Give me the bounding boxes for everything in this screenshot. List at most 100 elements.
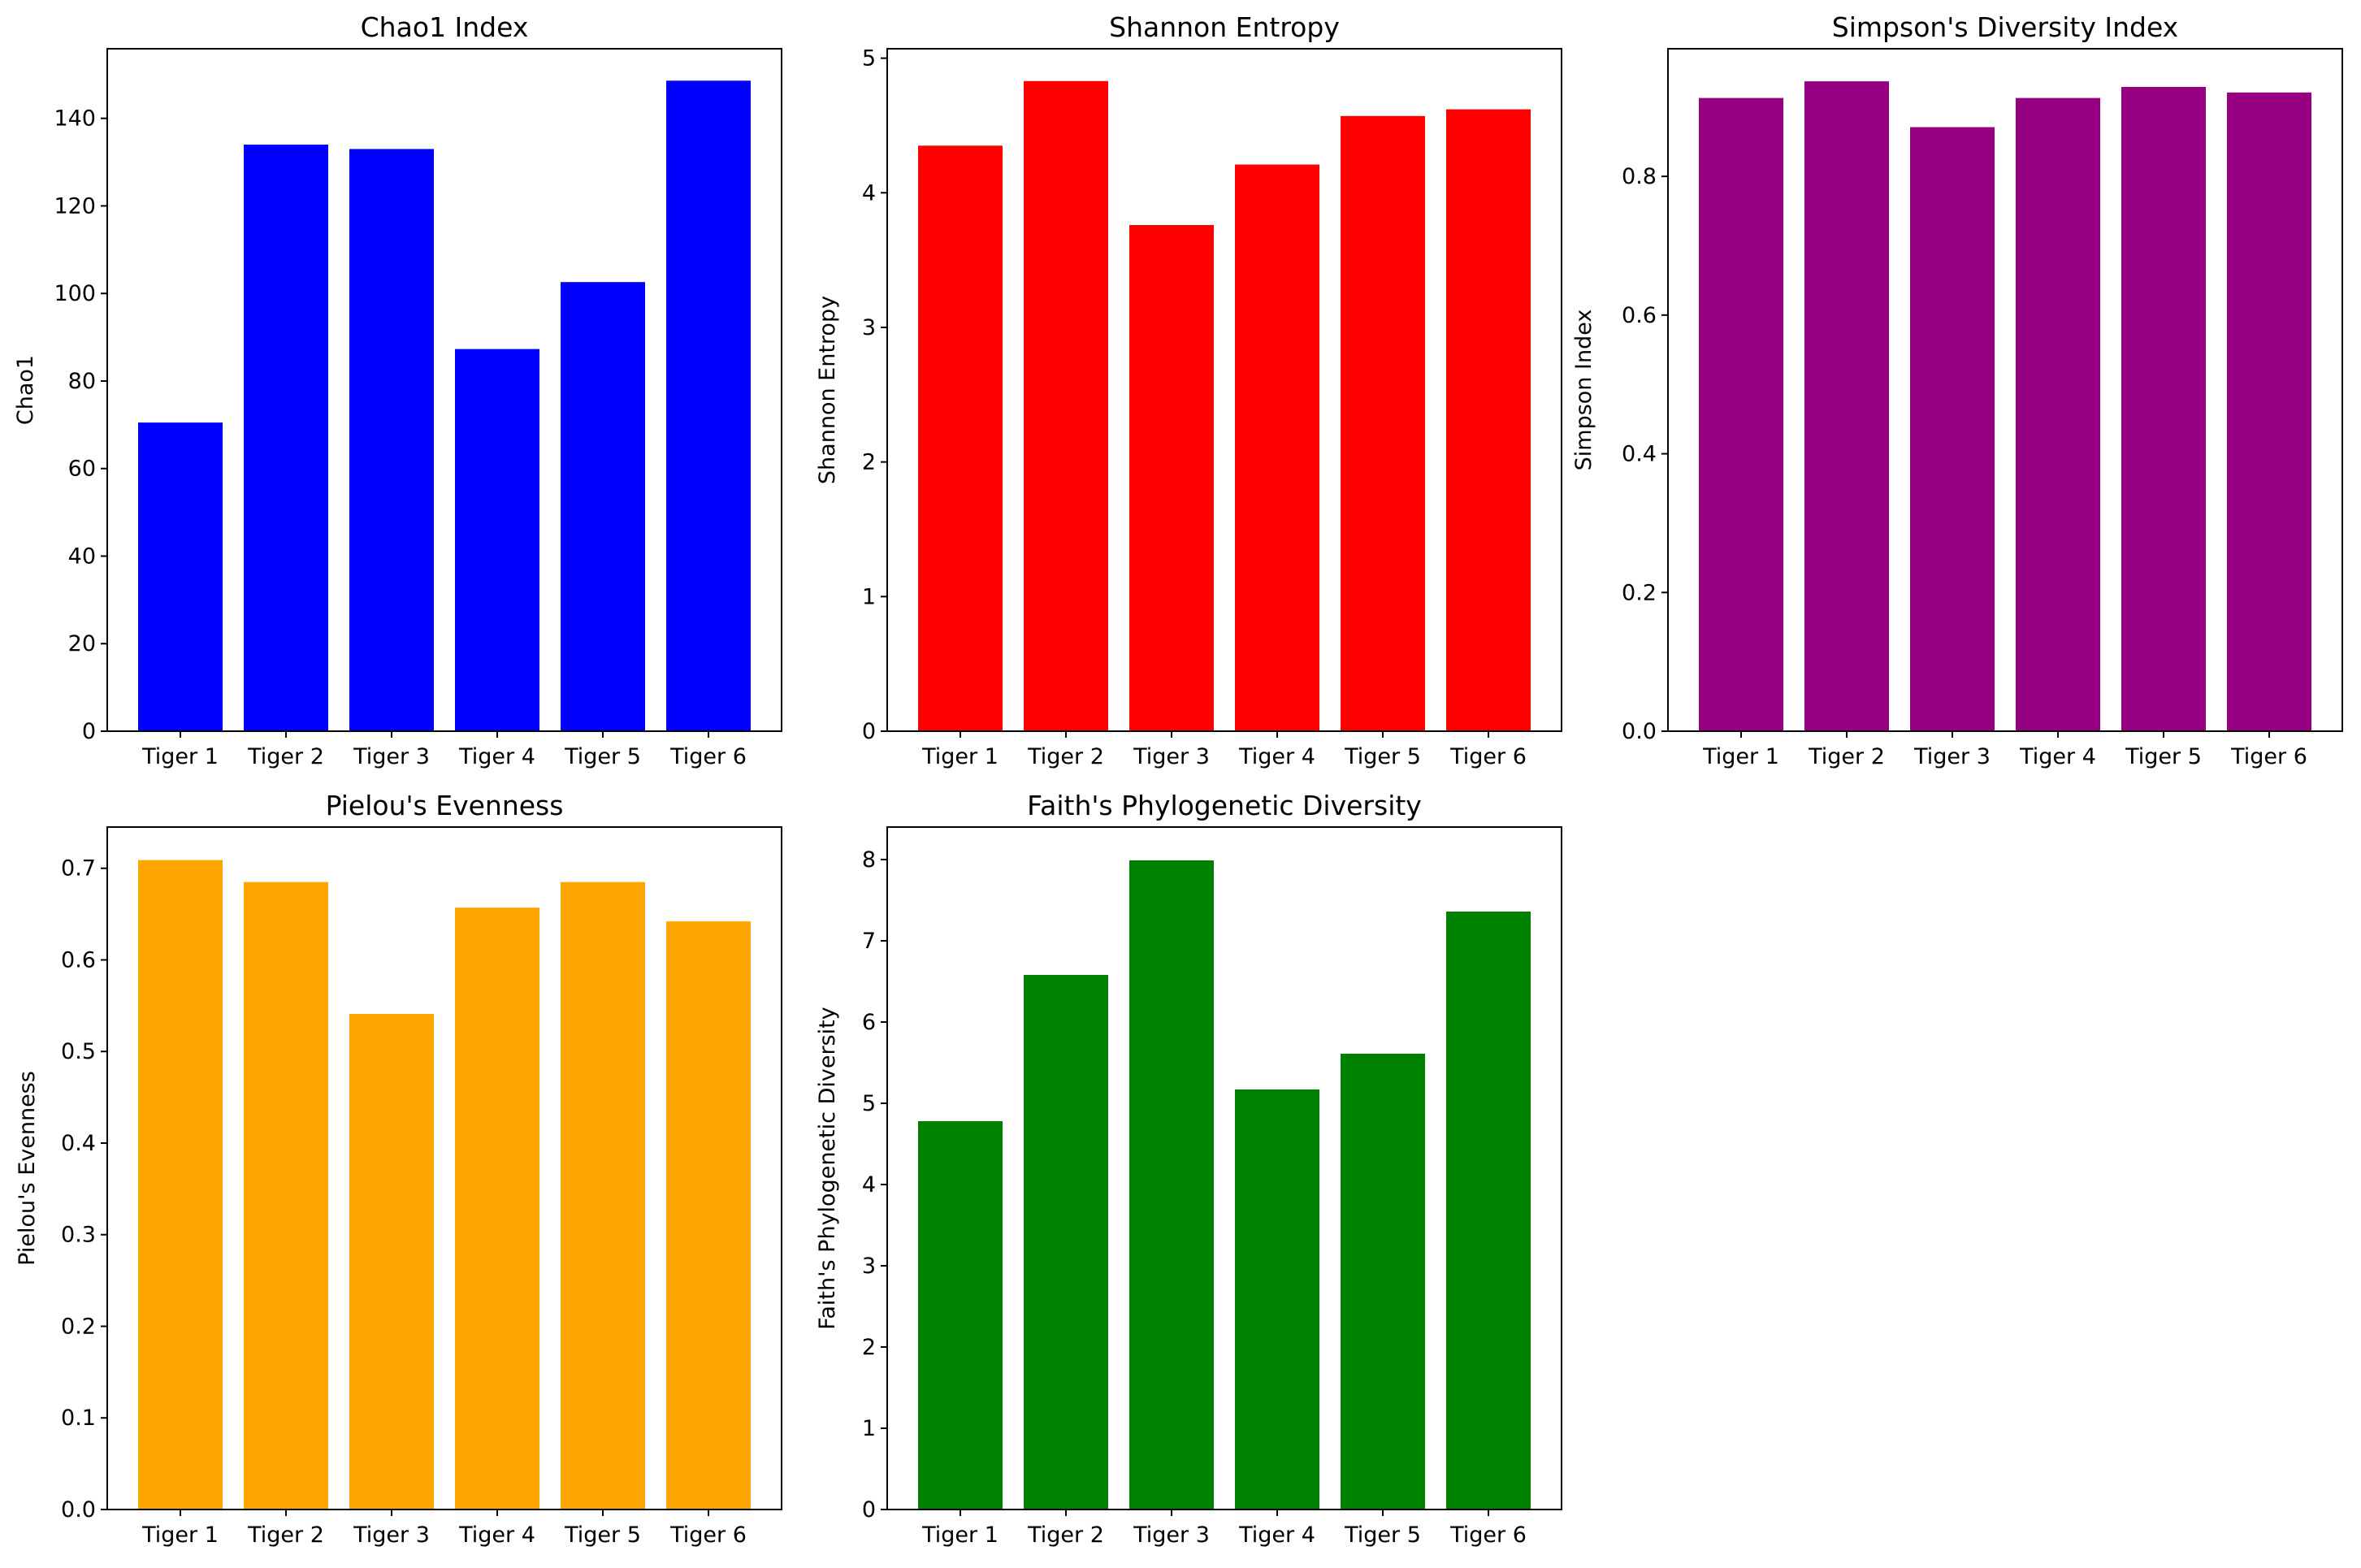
y-tick-label: 0.5 [61, 1039, 96, 1064]
x-tick-label: Tiger 1 [1702, 744, 1779, 769]
x-tick-label: Tiger 3 [353, 1523, 430, 1548]
chart-title: Faith's Phylogenetic Diversity [1027, 790, 1422, 821]
y-tick-label: 80 [68, 369, 96, 394]
x-tick-label: Tiger 4 [1238, 1523, 1315, 1548]
y-tick-label: 4 [862, 1172, 876, 1198]
y-axis-label: Chao1 [13, 355, 38, 425]
y-tick-label: 0.8 [1622, 164, 1657, 189]
bar-tiger-2 [1024, 975, 1108, 1510]
x-tick-label: Tiger 5 [2125, 744, 2202, 769]
y-tick-label: 0.4 [1622, 442, 1657, 467]
x-tick-label: Tiger 6 [669, 1523, 747, 1548]
bar-tiger-3 [349, 1014, 434, 1510]
y-tick-label: 4 [862, 180, 876, 206]
plot-frame [106, 826, 782, 1510]
x-tick-label: Tiger 2 [1808, 744, 1885, 769]
plot-frame [886, 48, 1562, 732]
y-tick-label: 40 [68, 544, 96, 569]
plot-frame [106, 48, 782, 732]
y-tick-label: 0.3 [61, 1223, 96, 1248]
x-tick-label: Tiger 1 [921, 744, 999, 769]
bar-tiger-2 [1024, 80, 1108, 732]
bar-tiger-3 [1910, 127, 1995, 731]
y-tick-label: 0 [862, 1497, 876, 1523]
bar-tiger-4 [2016, 97, 2100, 732]
x-tick-label: Tiger 1 [141, 1523, 219, 1548]
chart-panel-3: Simpson's Diversity Index Tiger 1 Tiger 2 T… [1571, 11, 2343, 769]
bar-tiger-4 [455, 907, 539, 1510]
chart-panel-5: Faith's Phylogenetic Diversity Tiger 1 Tig… [815, 790, 1562, 1548]
bar-tiger-1 [138, 422, 223, 731]
bar-tiger-1 [138, 860, 223, 1510]
y-axis-label: Shannon Entropy [815, 296, 840, 484]
bar-tiger-4 [1235, 1089, 1319, 1510]
chart-title: Chao1 Index [361, 11, 529, 43]
chart-title: Shannon Entropy [1109, 11, 1340, 43]
x-tick-label: Tiger 3 [1133, 744, 1210, 769]
chart-panel-2: Shannon Entropy Tiger 1 Tiger 2 Tiger 3 Tige… [815, 11, 1562, 769]
x-tick-label: Tiger 3 [353, 744, 430, 769]
bar-tiger-5 [561, 881, 645, 1510]
y-axis-label: Pielou's Evenness [15, 1071, 40, 1266]
bar-tiger-6 [666, 921, 751, 1510]
y-tick-label: 0 [862, 719, 876, 744]
x-tick-label: Tiger 3 [1913, 744, 1991, 769]
y-tick-label: 0.0 [61, 1497, 96, 1523]
x-tick-label: Tiger 1 [921, 1523, 999, 1548]
bar-tiger-2 [1804, 81, 1889, 732]
bar-tiger-3 [1129, 225, 1214, 731]
bar-tiger-5 [561, 282, 645, 731]
bar-tiger-3 [1129, 860, 1214, 1510]
bar-tiger-6 [1446, 109, 1531, 732]
bar-tiger-6 [2227, 92, 2311, 732]
x-tick-label: Tiger 2 [1027, 744, 1104, 769]
x-tick-label: Tiger 6 [1449, 1523, 1527, 1548]
y-tick-label: 0 [82, 719, 96, 744]
y-tick-label: 0.0 [1622, 719, 1657, 744]
bar-tiger-1 [918, 145, 1003, 732]
y-tick-label: 0.6 [1622, 303, 1657, 328]
y-tick-label: 5 [862, 46, 876, 71]
y-tick-label: 0.4 [61, 1131, 96, 1156]
x-tick-label: Tiger 6 [2230, 744, 2307, 769]
x-tick-label: Tiger 4 [1238, 744, 1315, 769]
bar-tiger-1 [1699, 97, 1783, 732]
y-tick-label: 20 [68, 631, 96, 656]
x-tick-label: Tiger 6 [669, 744, 747, 769]
y-tick-label: 100 [54, 281, 96, 306]
bar-tiger-4 [455, 349, 539, 731]
y-tick-label: 8 [862, 847, 876, 873]
x-tick-label: Tiger 1 [141, 744, 219, 769]
y-tick-label: 3 [862, 315, 876, 340]
x-tick-label: Tiger 3 [1133, 1523, 1210, 1548]
bar-tiger-1 [918, 1121, 1003, 1510]
y-tick-label: 5 [862, 1091, 876, 1116]
y-tick-label: 0.1 [61, 1406, 96, 1431]
x-tick-label: Tiger 4 [458, 744, 535, 769]
y-tick-label: 0.6 [61, 947, 96, 972]
y-tick-label: 60 [68, 457, 96, 482]
y-tick-label: 2 [862, 450, 876, 475]
y-tick-label: 2 [862, 1335, 876, 1360]
y-axis-label: Faith's Phylogenetic Diversity [815, 1007, 840, 1329]
x-tick-label: Tiger 2 [247, 744, 324, 769]
x-tick-label: Tiger 6 [1449, 744, 1527, 769]
bar-tiger-6 [666, 80, 751, 732]
bar-tiger-2 [244, 145, 328, 731]
x-tick-label: Tiger 5 [564, 744, 641, 769]
y-tick-label: 7 [862, 929, 876, 954]
y-tick-label: 1 [862, 1416, 876, 1441]
y-tick-label: 3 [862, 1254, 876, 1279]
x-tick-label: Tiger 2 [247, 1523, 324, 1548]
x-tick-label: Tiger 2 [1027, 1523, 1104, 1548]
x-tick-label: Tiger 5 [564, 1523, 641, 1548]
bar-tiger-4 [1235, 164, 1319, 731]
x-tick-label: Tiger 5 [1344, 1523, 1421, 1548]
y-tick-label: 120 [54, 193, 96, 219]
chart-title: Pielou's Evenness [326, 790, 564, 821]
x-tick-label: Tiger 4 [2019, 744, 2096, 769]
y-tick-label: 0.7 [61, 856, 96, 881]
y-tick-label: 6 [862, 1010, 876, 1035]
chart-title: Simpson's Diversity Index [1832, 11, 2178, 43]
bar-tiger-5 [1341, 115, 1425, 732]
